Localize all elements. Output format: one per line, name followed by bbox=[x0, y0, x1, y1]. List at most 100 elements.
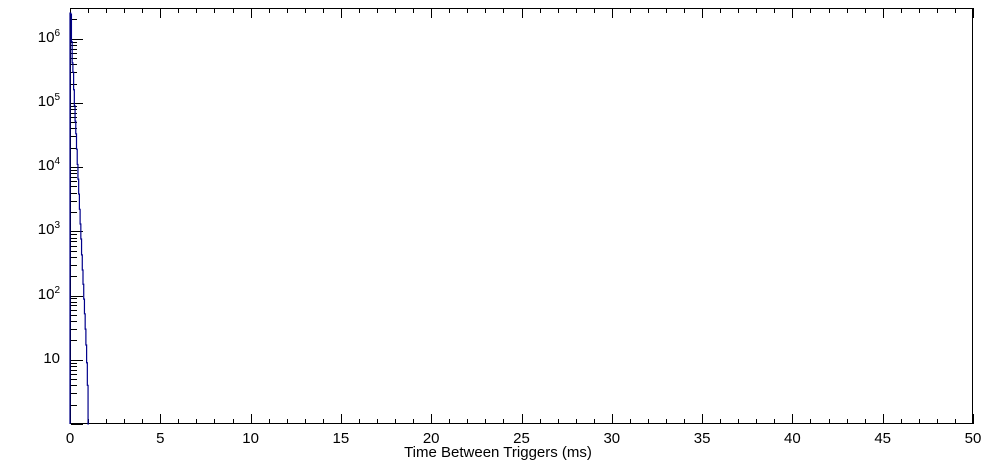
y-minor-tick bbox=[71, 302, 77, 303]
x-minor-tick-top bbox=[359, 8, 360, 13]
x-minor-tick bbox=[287, 419, 288, 424]
x-minor-tick-top bbox=[323, 8, 324, 13]
y-minor-tick bbox=[71, 113, 77, 114]
y-minor-tick bbox=[71, 117, 77, 118]
x-minor-tick bbox=[774, 419, 775, 424]
x-tick-label: 25 bbox=[513, 430, 530, 447]
y-minor-tick bbox=[71, 148, 77, 149]
y-minor-tick bbox=[71, 366, 77, 367]
x-tick-label: 15 bbox=[332, 430, 350, 447]
x-minor-tick-top bbox=[756, 8, 757, 13]
y-major-tick bbox=[71, 231, 83, 232]
y-major-tick bbox=[71, 424, 83, 425]
y-minor-tick bbox=[71, 329, 77, 330]
x-major-tick-top bbox=[792, 8, 793, 18]
x-minor-tick-top bbox=[233, 8, 234, 13]
x-minor-tick bbox=[540, 419, 541, 424]
y-minor-tick bbox=[71, 251, 77, 252]
x-minor-tick-top bbox=[269, 8, 270, 13]
x-minor-tick-top bbox=[720, 8, 721, 13]
x-minor-tick-top bbox=[377, 8, 378, 13]
x-tick-label: 50 bbox=[964, 430, 982, 447]
y-minor-tick bbox=[71, 109, 77, 110]
y-minor-tick bbox=[71, 234, 77, 235]
x-minor-tick bbox=[666, 419, 667, 424]
x-tick-label: 0 bbox=[65, 430, 75, 447]
x-minor-tick-top bbox=[178, 8, 179, 13]
y-minor-tick bbox=[71, 257, 77, 258]
x-major-tick bbox=[612, 414, 613, 424]
x-minor-tick-top bbox=[829, 8, 830, 13]
x-minor-tick-top bbox=[576, 8, 577, 13]
x-tick-label: 20 bbox=[422, 430, 440, 447]
x-tick-label: 45 bbox=[874, 430, 892, 447]
x-minor-tick bbox=[630, 419, 631, 424]
y-major-tick bbox=[71, 360, 83, 361]
y-minor-tick bbox=[71, 321, 77, 322]
y-minor-tick bbox=[71, 122, 77, 123]
x-minor-tick bbox=[738, 419, 739, 424]
x-minor-tick bbox=[720, 419, 721, 424]
x-minor-tick-top bbox=[214, 8, 215, 13]
x-tick-label: 30 bbox=[603, 430, 621, 447]
y-tick-label: 103 bbox=[37, 220, 60, 239]
y-minor-tick bbox=[71, 298, 77, 299]
x-minor-tick bbox=[829, 419, 830, 424]
y-minor-tick bbox=[71, 49, 77, 50]
y-minor-tick bbox=[71, 315, 77, 316]
x-minor-tick bbox=[576, 419, 577, 424]
x-minor-tick-top bbox=[594, 8, 595, 13]
x-minor-tick-top bbox=[810, 8, 811, 13]
y-minor-tick bbox=[71, 305, 77, 306]
x-minor-tick bbox=[485, 419, 486, 424]
histogram-step-line bbox=[69, 12, 89, 425]
x-minor-tick-top bbox=[684, 8, 685, 13]
y-minor-tick bbox=[71, 8, 77, 9]
x-tick-label: 40 bbox=[784, 430, 801, 447]
y-major-tick bbox=[71, 167, 83, 168]
x-minor-tick bbox=[503, 419, 504, 424]
y-minor-tick bbox=[71, 186, 77, 187]
x-minor-tick bbox=[142, 419, 143, 424]
y-minor-tick bbox=[71, 170, 77, 171]
y-minor-tick bbox=[71, 385, 77, 386]
x-minor-tick-top bbox=[124, 8, 125, 13]
x-minor-tick bbox=[269, 419, 270, 424]
y-minor-tick bbox=[71, 136, 77, 137]
x-major-tick-top bbox=[431, 8, 432, 18]
y-minor-tick bbox=[71, 340, 77, 341]
x-tick-label: 5 bbox=[156, 430, 165, 447]
x-minor-tick-top bbox=[196, 8, 197, 13]
x-major-tick-top bbox=[522, 8, 523, 18]
y-major-tick bbox=[71, 103, 83, 104]
y-tick-label: 10 bbox=[43, 349, 60, 367]
x-major-tick-top bbox=[702, 8, 703, 18]
y-minor-tick bbox=[71, 201, 77, 202]
x-minor-tick bbox=[810, 419, 811, 424]
y-minor-tick bbox=[71, 42, 77, 43]
x-minor-tick-top bbox=[648, 8, 649, 13]
x-minor-tick bbox=[648, 419, 649, 424]
x-minor-tick-top bbox=[142, 8, 143, 13]
y-minor-tick bbox=[71, 310, 77, 311]
y-tick-label: 106 bbox=[37, 27, 60, 46]
x-major-tick bbox=[431, 414, 432, 424]
y-major-tick bbox=[71, 296, 83, 297]
x-minor-tick bbox=[413, 419, 414, 424]
x-major-tick bbox=[251, 414, 252, 424]
y-minor-tick bbox=[71, 53, 77, 54]
x-major-tick-top bbox=[883, 8, 884, 18]
x-major-tick-top bbox=[251, 8, 252, 18]
y-minor-tick bbox=[71, 405, 77, 406]
x-minor-tick-top bbox=[738, 8, 739, 13]
x-minor-tick-top bbox=[449, 8, 450, 13]
y-minor-tick bbox=[71, 193, 77, 194]
y-tick-label: 102 bbox=[37, 284, 60, 303]
y-minor-tick bbox=[71, 128, 77, 129]
y-minor-tick bbox=[71, 177, 77, 178]
x-minor-tick-top bbox=[467, 8, 468, 13]
x-minor-tick bbox=[684, 419, 685, 424]
y-tick-label: 105 bbox=[37, 91, 60, 110]
